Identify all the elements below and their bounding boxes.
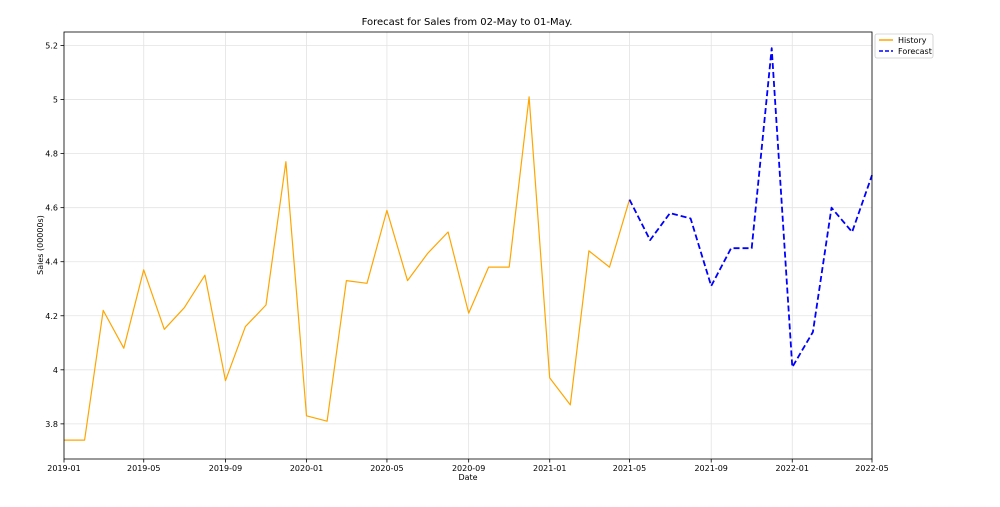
y-tick-label: 5.2 xyxy=(45,42,58,51)
x-tick-label: 2020-01 xyxy=(290,464,323,473)
y-tick-label: 3.8 xyxy=(45,420,58,429)
y-tick-label: 4.8 xyxy=(45,150,58,159)
legend-forecast-label: Forecast xyxy=(898,47,932,56)
x-tick-label: 2019-09 xyxy=(209,464,242,473)
series-line-forecast xyxy=(628,47,873,369)
legend: History Forecast xyxy=(874,33,934,59)
y-tick-label: 4 xyxy=(53,366,58,375)
y-axis-title: Sales (00000s) xyxy=(36,215,45,275)
series-line-history xyxy=(64,96,631,441)
plot-frame xyxy=(63,31,873,460)
axis-ticks: 2019-01 2019-05 2019-09 2020-01 2020-05 2020-… xyxy=(45,42,888,473)
y-tick-label: 4.2 xyxy=(45,312,58,321)
x-tick-label: 2019-01 xyxy=(47,464,80,473)
y-tick-label: 4.6 xyxy=(45,204,58,213)
x-tick-label: 2021-09 xyxy=(694,464,727,473)
x-axis-title: Date xyxy=(458,473,477,482)
x-tick-label: 2022-05 xyxy=(855,464,888,473)
x-tick-label: 2020-09 xyxy=(452,464,485,473)
x-tick-label: 2021-05 xyxy=(613,464,646,473)
y-tick-label: 4.4 xyxy=(45,258,58,267)
x-tick-label: 2022-01 xyxy=(776,464,809,473)
y-tick-label: 5 xyxy=(53,96,58,105)
series-lines xyxy=(64,47,873,441)
legend-history-label: History xyxy=(898,36,927,45)
grid xyxy=(63,32,873,459)
x-tick-label: 2019-05 xyxy=(127,464,160,473)
x-tick-label: 2021-01 xyxy=(533,464,566,473)
x-tick-label: 2020-05 xyxy=(370,464,403,473)
chart-title: Forecast for Sales from 02-May to 01-May… xyxy=(362,17,573,28)
